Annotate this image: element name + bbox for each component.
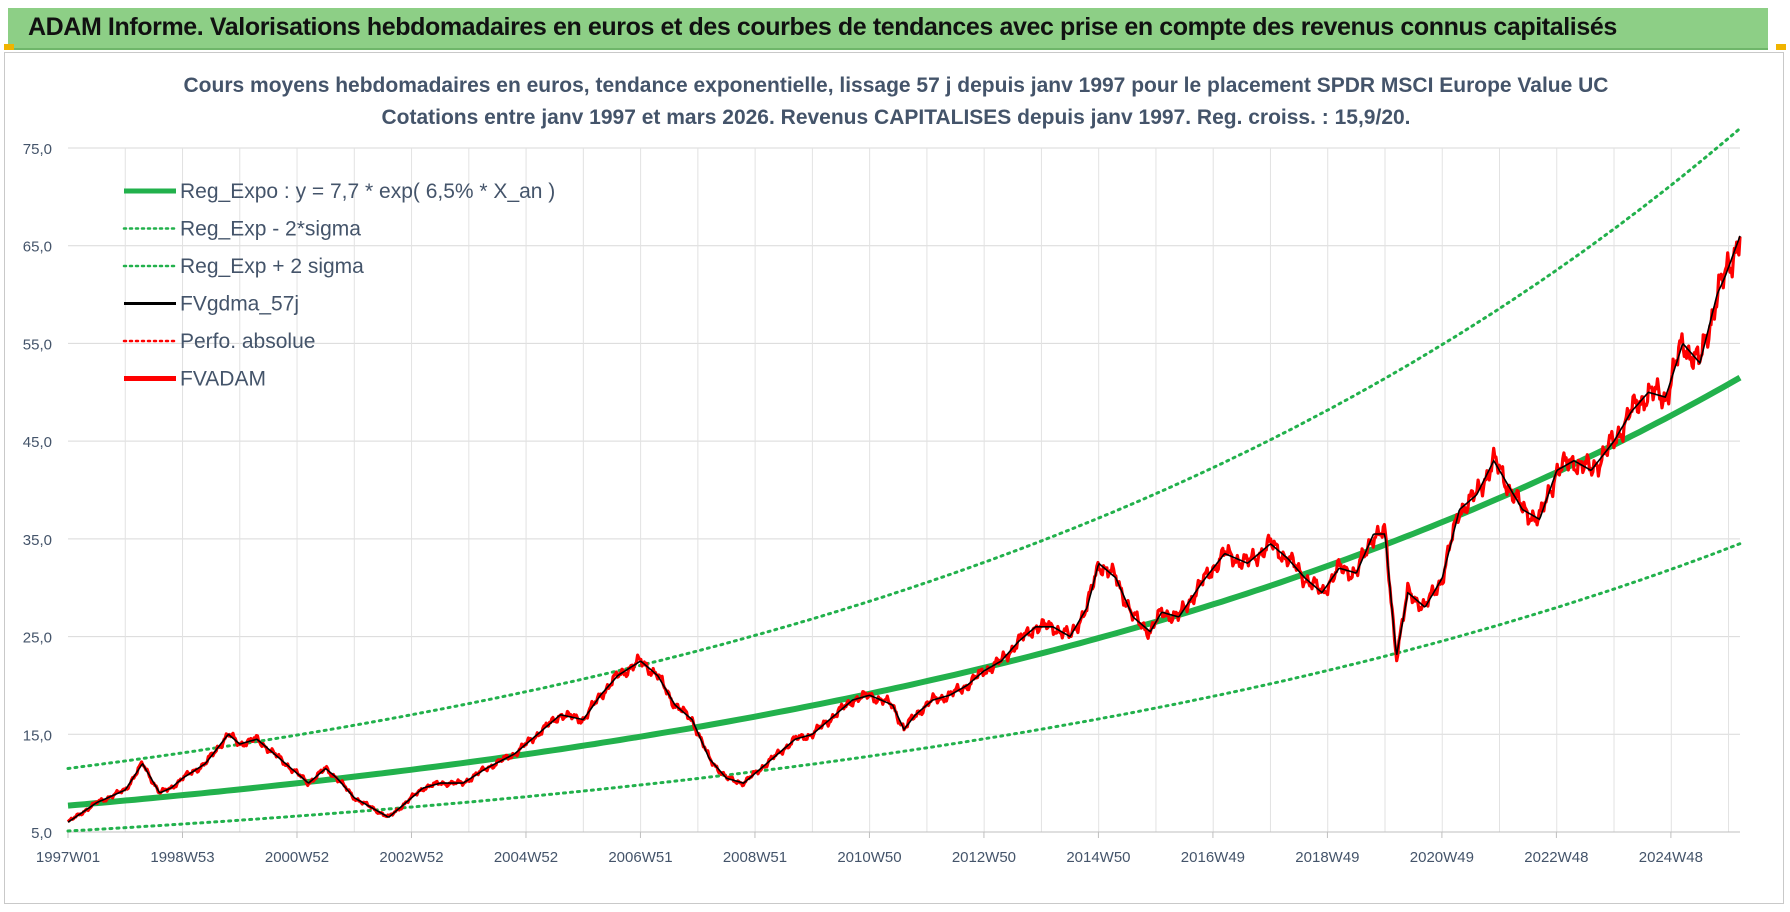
- axes: 5,0 15,0 25,0 35,0 45,0 55,0 65,0 75,0 1997W01 19…: [23, 141, 1740, 866]
- chart-title-line2: Cotations entre janv 1997 et mars 2026. …: [381, 106, 1410, 129]
- y-tick-label: 75,0: [23, 141, 52, 158]
- y-tick-label: 5,0: [31, 825, 52, 842]
- x-tick-label: 2020W49: [1410, 849, 1474, 866]
- x-tick-label: 2004W52: [494, 849, 558, 866]
- legend-label: Reg_Exp - 2*sigma: [180, 218, 361, 241]
- y-tick-label: 45,0: [23, 434, 52, 451]
- x-tick-label: 2000W52: [265, 849, 329, 866]
- report-banner: ADAM Informe. Valorisations hebdomadaire…: [8, 8, 1768, 50]
- corner-marker: [1776, 44, 1786, 50]
- x-tick-label: 2006W51: [608, 849, 672, 866]
- series-reg-minus-2sigma: [66, 542, 1742, 833]
- x-tick-label: 2014W50: [1066, 849, 1130, 866]
- legend-label: Perfo. absolue: [180, 330, 315, 353]
- y-tick-label: 55,0: [23, 336, 52, 353]
- legend-label: Reg_Exp + 2 sigma: [180, 255, 364, 278]
- series-fvgdma-57j: [67, 235, 1741, 823]
- y-tick-label: 35,0: [23, 532, 52, 549]
- chart-title-line1: Cours moyens hebdomadaires en euros, ten…: [184, 74, 1609, 97]
- legend-label: FVgdma_57j: [180, 293, 299, 316]
- x-tick-label: 2018W49: [1295, 849, 1359, 866]
- x-tick-label: 2012W50: [952, 849, 1016, 866]
- series-reg-plus-2sigma: [66, 127, 1742, 770]
- corner-marker: [4, 44, 14, 50]
- legend: Reg_Expo : y = 7,7 * exp( 6,5% * X_an ) R…: [122, 180, 555, 391]
- legend-label: FVADAM: [180, 368, 266, 391]
- x-tick-label: 1997W01: [36, 849, 100, 866]
- y-tick-label: 65,0: [23, 239, 52, 256]
- x-tick-label: 2002W52: [379, 849, 443, 866]
- y-tick-label: 25,0: [23, 630, 52, 647]
- series-group: [66, 127, 1742, 833]
- x-tick-label: 2024W48: [1639, 849, 1703, 866]
- x-tick-label: 2010W50: [837, 849, 901, 866]
- x-tick-label: 2016W49: [1181, 849, 1245, 866]
- chart-frame: [4, 52, 1784, 904]
- legend-label: Reg_Expo : y = 7,7 * exp( 6,5% * X_an ): [180, 180, 555, 203]
- x-tick-label: 1998W53: [150, 849, 214, 866]
- x-tick-label: 2008W51: [723, 849, 787, 866]
- x-tick-label: 2022W48: [1524, 849, 1588, 866]
- y-tick-label: 15,0: [23, 727, 52, 744]
- banner-title: ADAM Informe. Valorisations hebdomadaire…: [28, 13, 1617, 41]
